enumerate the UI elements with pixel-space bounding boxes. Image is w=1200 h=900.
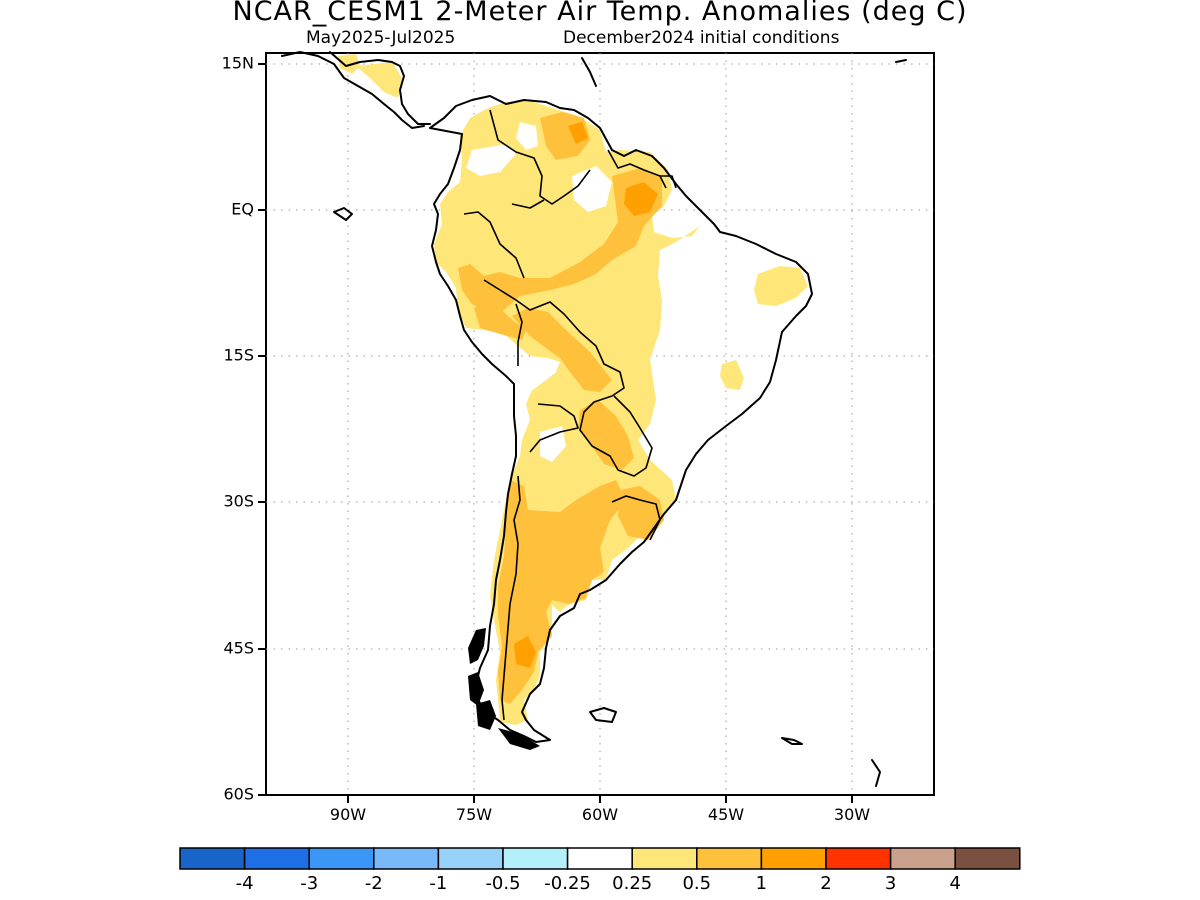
colorbar-label: 1 xyxy=(756,873,767,894)
colorbar-swatch xyxy=(954,847,1021,870)
colorbar-swatch xyxy=(696,847,763,870)
lat-label-30s: 30S xyxy=(223,492,254,511)
lat-label-45s: 45S xyxy=(223,639,254,658)
chart-title: NCAR_CESM1 2-Meter Air Temp. Anomalies (… xyxy=(232,0,968,27)
colorbar-label: 0.5 xyxy=(682,873,711,894)
forecast-period: May2025-Jul2025 xyxy=(306,28,456,48)
colorbar-swatch xyxy=(889,847,956,870)
colorbar-swatch xyxy=(502,847,569,870)
colorbar-swatch xyxy=(308,847,375,870)
anomaly-shading-light xyxy=(338,54,808,725)
colorbar-swatch xyxy=(243,847,310,870)
colorbar-swatch xyxy=(760,847,827,870)
colorbar-label: -0.5 xyxy=(485,873,520,894)
colorbar-label: 4 xyxy=(949,873,960,894)
anomaly-gaps xyxy=(466,122,612,462)
colorbar-swatch xyxy=(631,847,698,870)
lon-label-60w: 60W xyxy=(582,805,618,824)
colorbar-label: -0.25 xyxy=(544,873,591,894)
initial-conditions: December2024 initial conditions xyxy=(563,28,840,48)
colorbar-label: 0.25 xyxy=(612,873,652,894)
colorbar-label: -2 xyxy=(365,873,383,894)
longitude-labels: 90W 75W 60W 45W 30W xyxy=(330,795,870,824)
lon-label-75w: 75W xyxy=(456,805,492,824)
colorbar-swatch xyxy=(373,847,440,870)
colorbar-swatch xyxy=(437,847,504,870)
colorbar-label: 3 xyxy=(885,873,896,894)
lat-label-eq: EQ xyxy=(231,200,254,219)
colorbar-label: 2 xyxy=(820,873,831,894)
anomaly-shading-strong xyxy=(514,122,658,668)
chile-archipelago xyxy=(468,628,540,750)
lon-label-45w: 45W xyxy=(708,805,744,824)
lat-label-15s: 15S xyxy=(223,346,254,365)
colorbar-label: -4 xyxy=(236,873,254,894)
colorbar: -4 -3 -2 -1 -0.5 -0.25 0.25 0.5 1 2 3 4 xyxy=(179,847,1021,894)
colorbar-swatch xyxy=(179,847,246,870)
colorbar-label: -3 xyxy=(300,873,318,894)
country-borders xyxy=(463,109,677,721)
colorbar-swatch xyxy=(825,847,892,870)
lon-label-90w: 90W xyxy=(330,805,366,824)
colorbar-label: -1 xyxy=(429,873,447,894)
lat-label-15n: 15N xyxy=(222,54,254,73)
colorbar-swatch xyxy=(566,847,633,870)
lat-label-60s: 60S xyxy=(223,785,254,804)
latitude-labels: 15N EQ 15S 30S 45S 60S xyxy=(222,54,266,804)
lon-label-30w: 30W xyxy=(834,805,870,824)
